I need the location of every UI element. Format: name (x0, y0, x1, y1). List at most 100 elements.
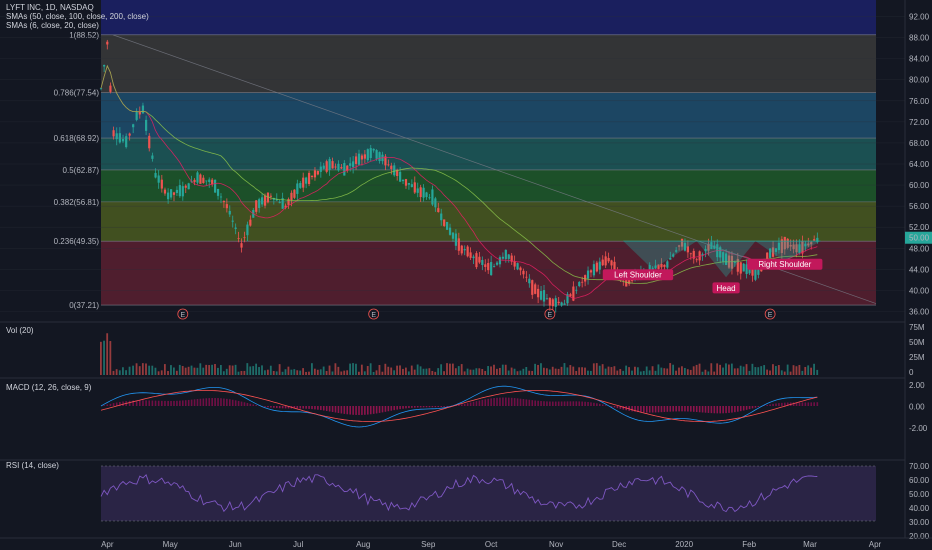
volume-bar (410, 365, 413, 375)
candle-body (431, 189, 434, 205)
candle-body (157, 175, 160, 183)
macd-histogram-bar (202, 398, 205, 406)
macd-histogram-bar (220, 398, 222, 406)
macd-histogram-bar (405, 406, 407, 409)
volume-bar (457, 366, 460, 375)
volume-bar (211, 364, 213, 375)
volume-bar (534, 363, 536, 375)
volume-bar (551, 366, 554, 375)
candle-body (551, 299, 554, 307)
candle-body (701, 254, 704, 256)
volume-bar (754, 367, 757, 375)
candle-body (384, 156, 387, 166)
volume-bar (281, 371, 284, 375)
macd-histogram-bar (713, 406, 716, 414)
volume-bar (578, 367, 581, 375)
macd-histogram-bar (361, 406, 363, 415)
candle-body (798, 244, 801, 253)
candle-body (141, 105, 145, 114)
volume-bar (581, 367, 583, 375)
volume-bar (710, 363, 713, 375)
macd-histogram-bar (669, 406, 672, 412)
candle-body (469, 252, 472, 258)
macd-histogram-bar (698, 406, 701, 413)
volume-bar (487, 366, 490, 375)
fib-label: 0.618(68.92) (54, 134, 100, 143)
candle-body (258, 199, 261, 209)
volume-bar (118, 370, 121, 375)
macd-histogram-bar (695, 406, 698, 413)
candle-body (604, 256, 607, 266)
macd-panel-title: MACD (12, 26, close, 9) (6, 383, 92, 392)
last-price-label: 50.00 (909, 234, 930, 243)
candle-body (757, 265, 760, 275)
macd-histogram-bar (549, 401, 551, 406)
volume-bar (531, 370, 534, 375)
candle-body (199, 174, 202, 184)
volume-bar (135, 363, 138, 375)
candle-body (396, 169, 399, 177)
volume-bar (145, 363, 147, 375)
volume-bar (716, 363, 719, 375)
volume-bar (425, 368, 428, 375)
candle-body (240, 243, 243, 248)
volume-bar (777, 365, 780, 375)
macd-histogram-bar (217, 398, 219, 406)
candle-body (510, 255, 513, 262)
candle-body (695, 259, 698, 261)
sma-50-line (100, 64, 818, 284)
candle-body (589, 270, 593, 273)
macd-histogram-bar (343, 406, 346, 414)
macd-histogram-bar (590, 402, 592, 406)
macd-histogram-bar (528, 399, 531, 406)
volume-bar (801, 370, 804, 375)
volume-bar (631, 370, 633, 375)
volume-bar (689, 369, 692, 375)
macd-histogram-bar (566, 401, 569, 406)
macd-histogram-bar (320, 406, 322, 411)
macd-histogram-bar (701, 406, 704, 413)
macd-histogram-bar (384, 406, 387, 412)
time-tick: Feb (742, 540, 756, 549)
label-head-bg (712, 282, 740, 294)
volume-bar (507, 370, 510, 375)
macd-histogram-bar (458, 404, 460, 406)
macd-histogram-bar (145, 400, 147, 406)
volume-bar (443, 371, 445, 375)
volume-bar (681, 366, 683, 375)
volume-bar (510, 367, 513, 375)
volume-bar (728, 364, 730, 375)
macd-histogram-bar (311, 406, 313, 410)
macd-histogram-bar (707, 406, 710, 413)
macd-histogram-bar (487, 398, 490, 406)
candle-body (448, 227, 452, 235)
volume-bar (340, 371, 343, 375)
candle-body (390, 165, 393, 169)
macd-histogram-bar (469, 402, 472, 406)
volume-bar (296, 370, 299, 375)
macd-line (100, 385, 818, 428)
macd-histogram-bar (275, 406, 278, 409)
volume-bar (469, 369, 472, 375)
volume-bar (795, 366, 798, 375)
macd-histogram-bar (704, 406, 707, 413)
macd-histogram-bar (681, 406, 683, 412)
volume-bar (208, 365, 211, 375)
price-tick: 48.00 (909, 244, 930, 253)
panel-tick: 60.00 (909, 476, 930, 485)
macd-histogram-bar (651, 406, 654, 413)
volume-bar (252, 366, 255, 375)
volume-bar (766, 369, 768, 375)
candle-body (578, 282, 581, 287)
volume-bar (528, 370, 531, 375)
volume-bar (625, 365, 628, 375)
candle-body (792, 244, 795, 250)
macd-histogram-bar (443, 406, 445, 407)
candle-body (178, 185, 181, 197)
volume-bar (193, 367, 196, 375)
volume-bar (481, 369, 484, 375)
panel-tick: 50M (909, 338, 925, 347)
volume-bar (287, 366, 290, 375)
macd-histogram-bar (246, 403, 249, 406)
